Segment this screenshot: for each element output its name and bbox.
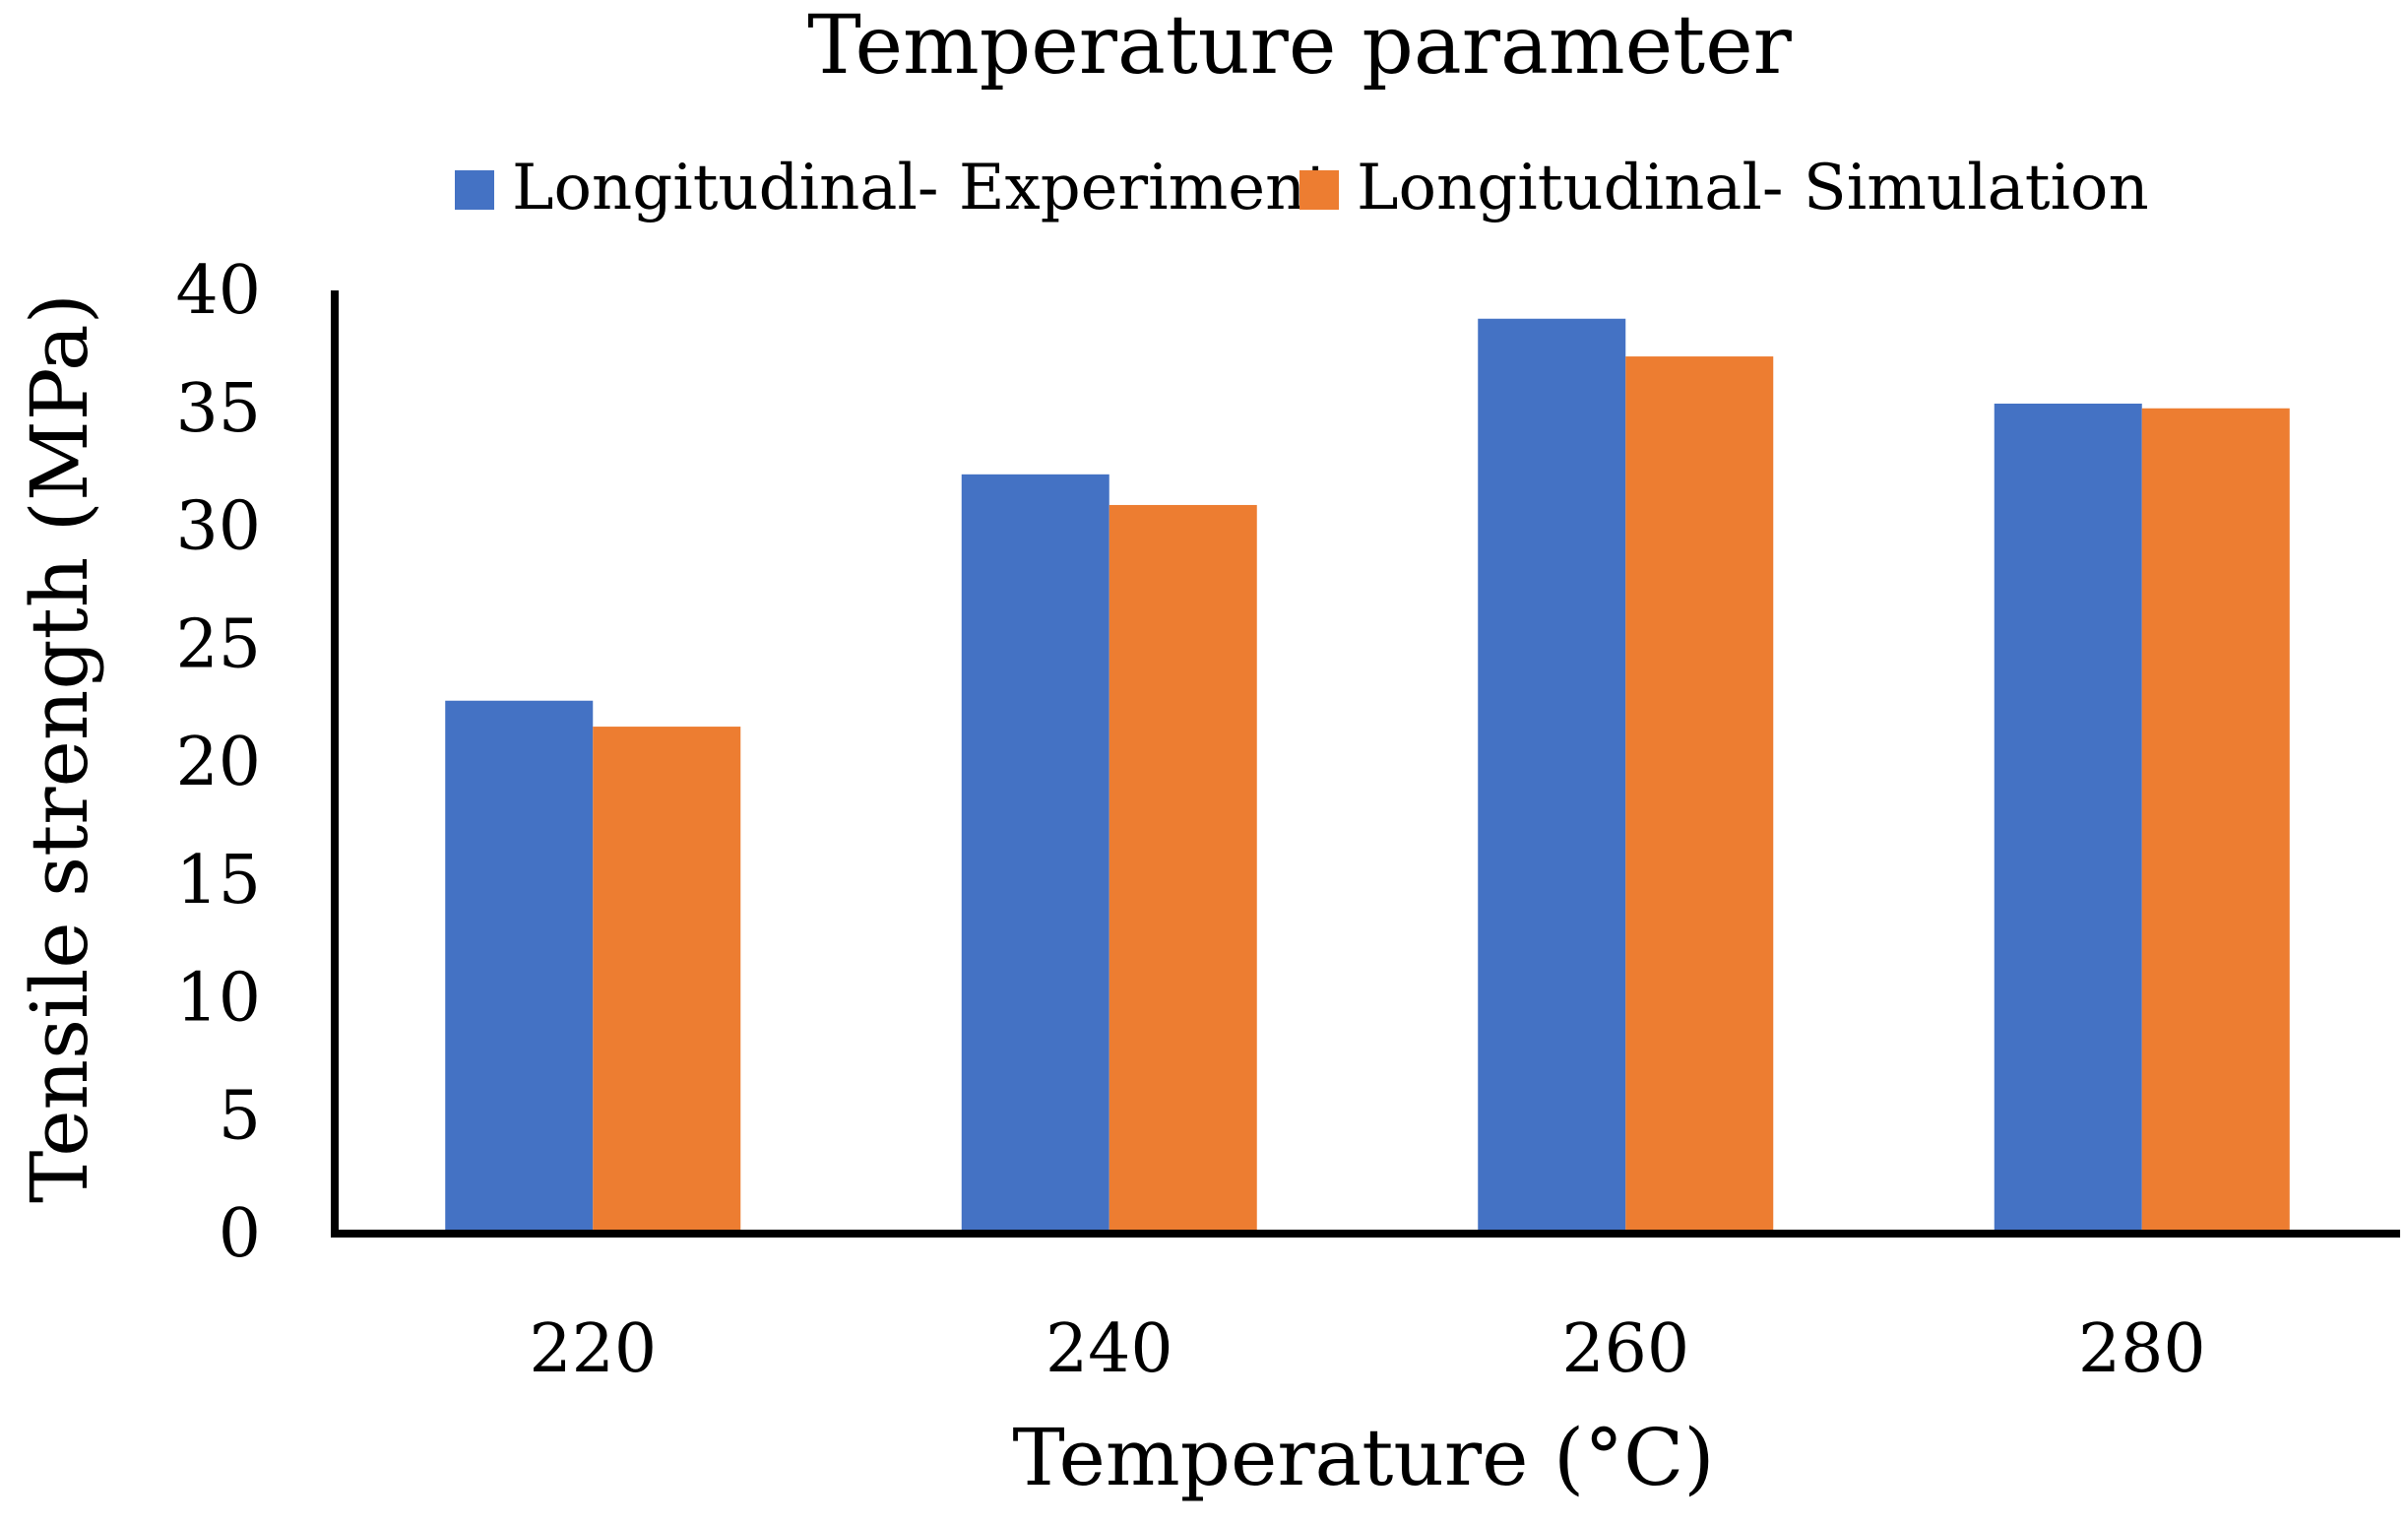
legend-label-experiment: Longitudinal- Experiment xyxy=(512,152,1331,224)
y-tick-label: 25 xyxy=(175,605,261,683)
bar-260-experiment xyxy=(1478,318,1626,1234)
y-axis-title: Tensile strength (MPa) xyxy=(14,293,105,1203)
x-tick-label: 220 xyxy=(529,1310,657,1388)
bar-280-simulation xyxy=(2141,408,2290,1234)
bar-220-experiment xyxy=(445,700,594,1234)
legend: Longitudinal- Experiment Longitudinal- S… xyxy=(455,152,2149,224)
y-tick-labels: 0 5 10 15 20 25 30 35 40 xyxy=(175,252,261,1273)
y-tick-label: 20 xyxy=(175,724,261,801)
bar-240-simulation xyxy=(1109,504,1257,1234)
y-tick-label: 30 xyxy=(175,488,261,566)
legend-label-simulation: Longitudinal- Simulation xyxy=(1357,152,2149,224)
chart-title: Temperature parameter xyxy=(807,0,1792,93)
x-tick-label: 240 xyxy=(1046,1310,1173,1388)
legend-swatch-simulation xyxy=(1299,170,1339,210)
y-tick-label: 15 xyxy=(175,842,261,920)
y-tick-label: 40 xyxy=(175,252,261,330)
x-tick-label: 280 xyxy=(2078,1310,2206,1388)
y-tick-label: 0 xyxy=(219,1195,261,1273)
y-tick-label: 5 xyxy=(219,1077,261,1155)
bar-240-experiment xyxy=(961,474,1109,1234)
x-tick-label: 260 xyxy=(1561,1310,1689,1388)
bar-260-simulation xyxy=(1625,356,1774,1234)
x-tick-labels: 220 240 260 280 xyxy=(529,1310,2205,1388)
bars-group xyxy=(445,318,2290,1235)
legend-swatch-experiment xyxy=(455,170,494,210)
bar-280-experiment xyxy=(1994,403,2142,1235)
y-tick-label: 35 xyxy=(175,370,261,448)
bar-220-simulation xyxy=(593,727,741,1234)
x-axis-title: Temperature (°C) xyxy=(1012,1412,1714,1503)
y-tick-label: 10 xyxy=(175,960,261,1038)
